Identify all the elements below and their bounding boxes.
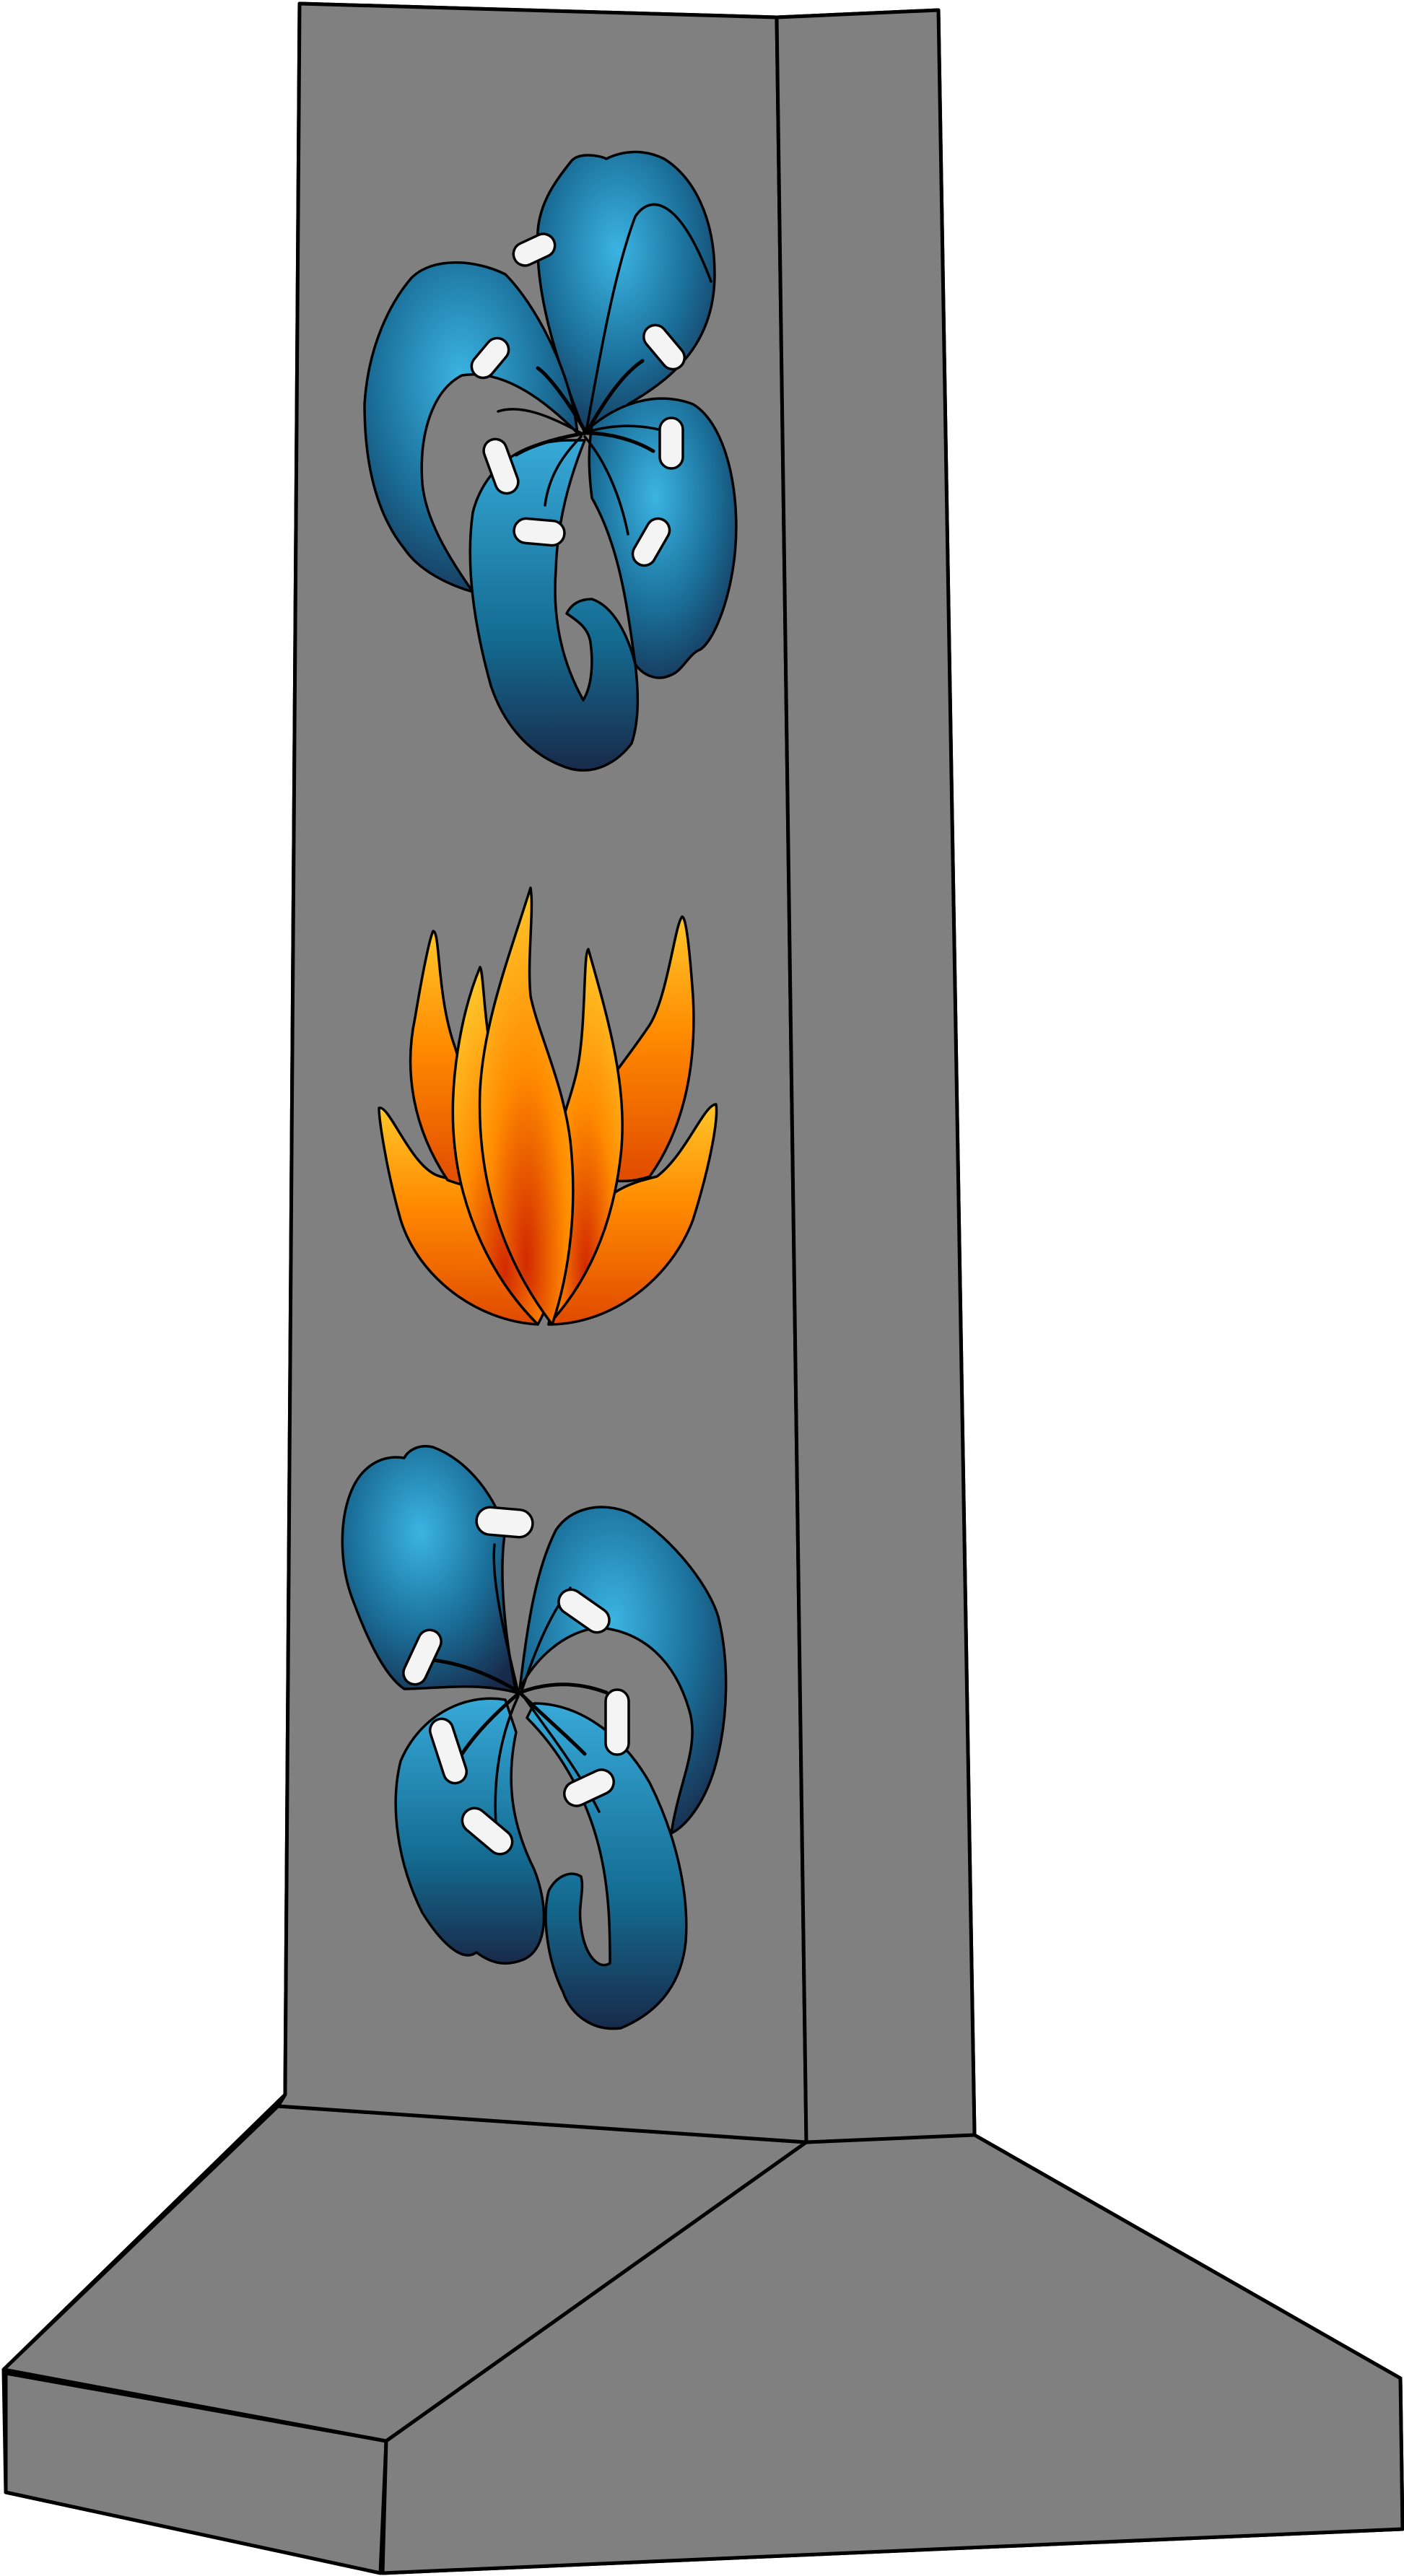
blue-lily-top [363, 150, 738, 772]
blue-lily-bottom [341, 1445, 728, 2030]
orange-flame-flower [378, 886, 718, 1326]
stamens [470, 232, 686, 567]
stamens [402, 1506, 630, 1856]
